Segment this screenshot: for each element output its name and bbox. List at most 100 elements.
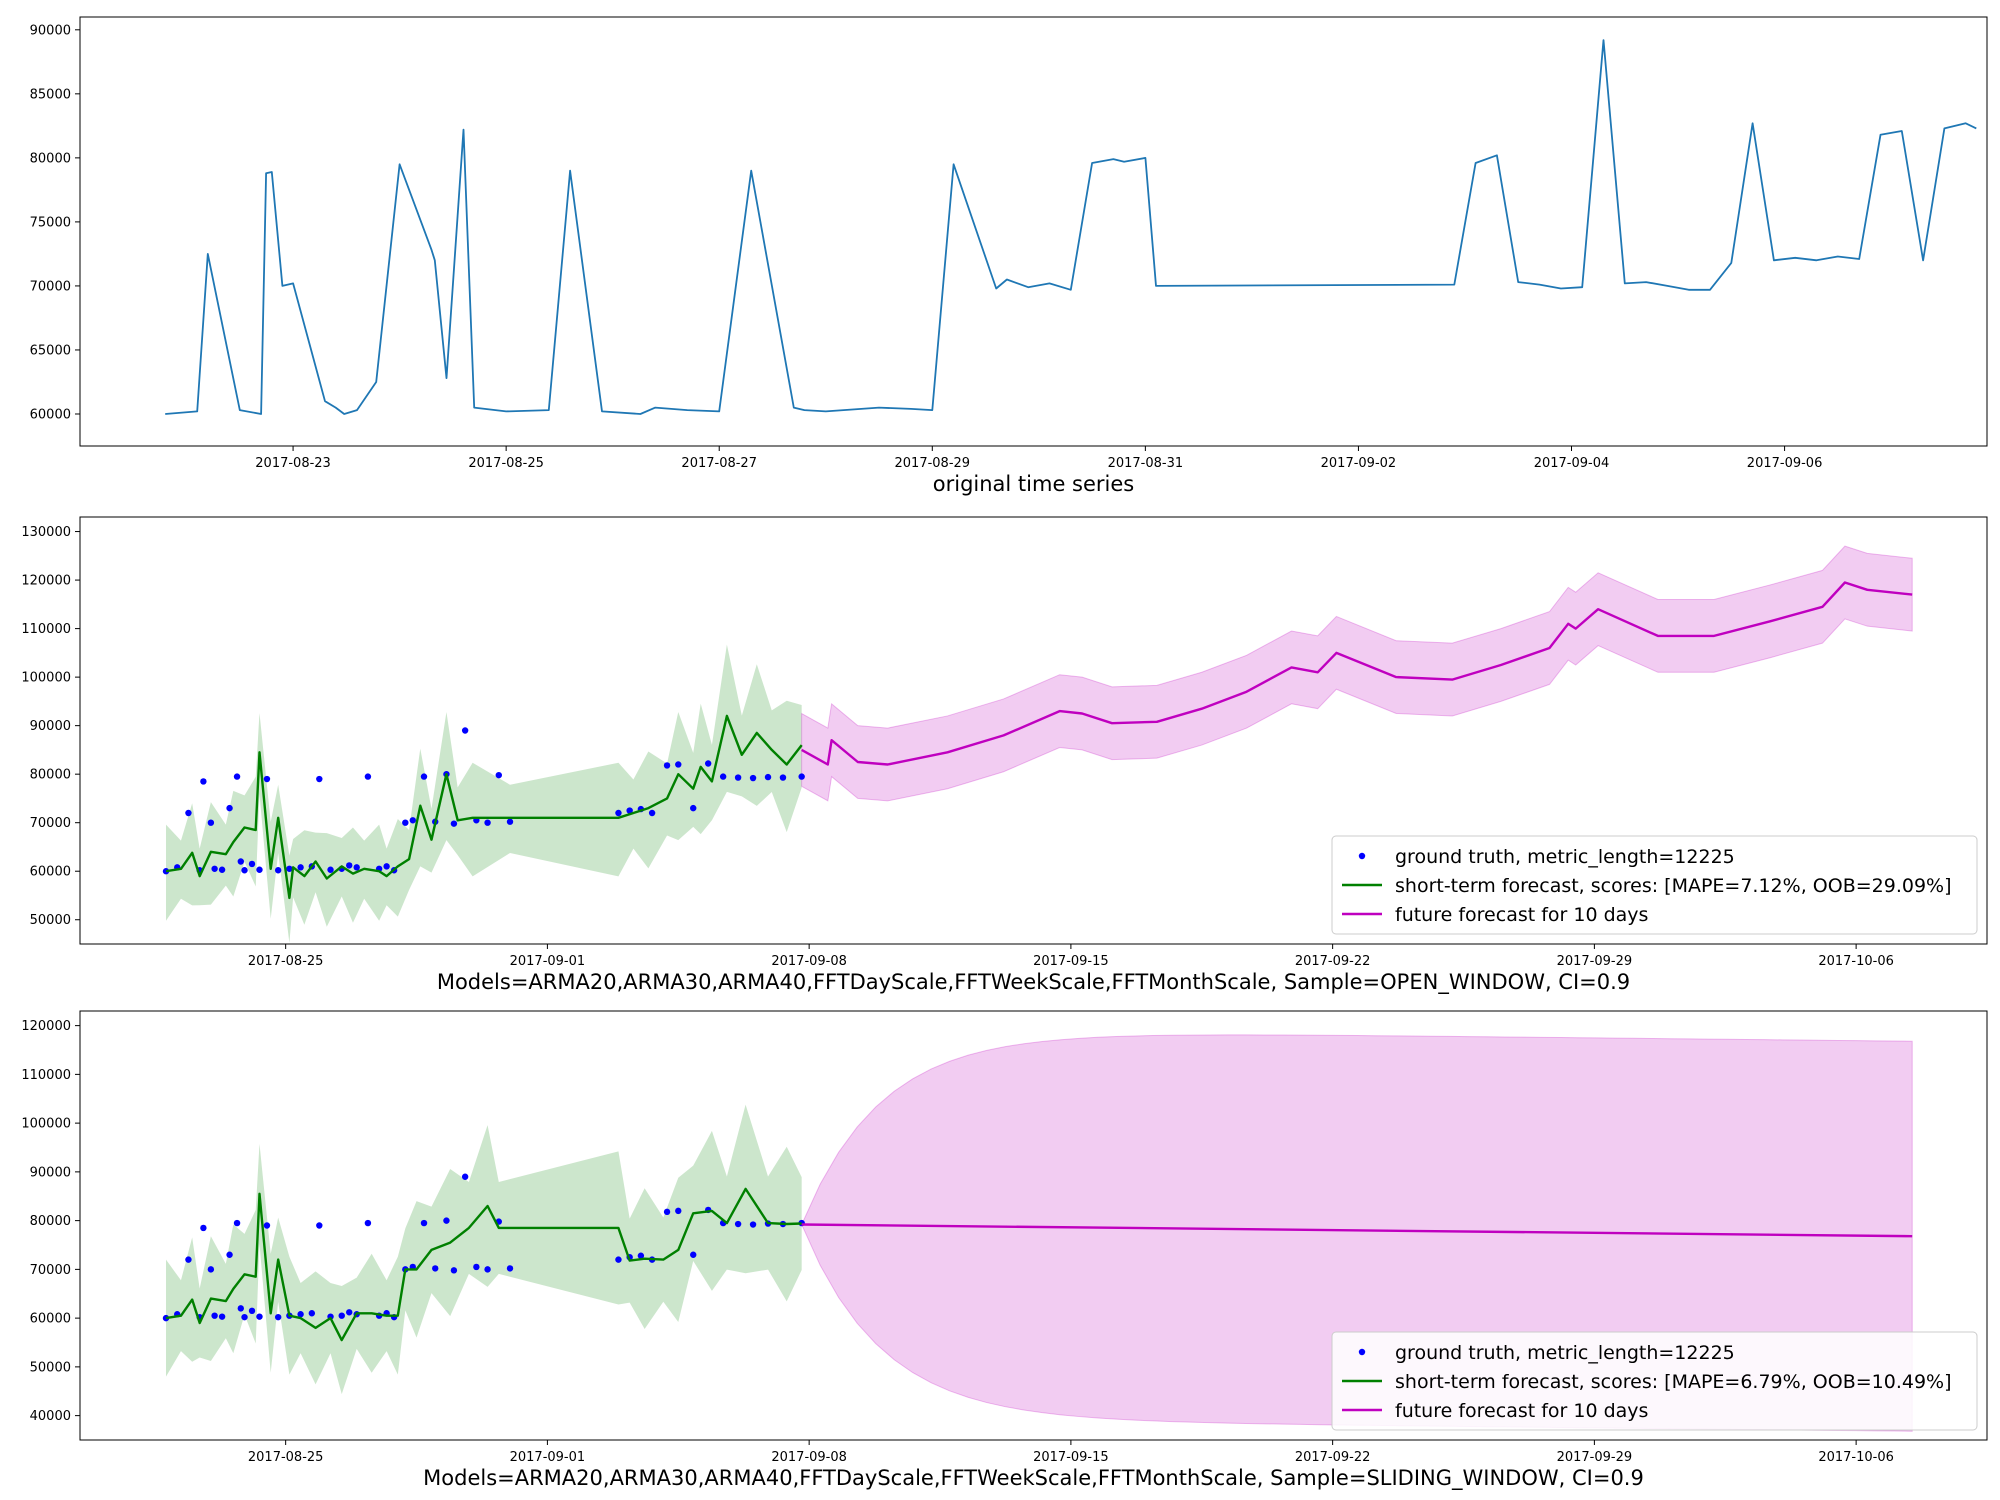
y-tick-label: 70000 [30, 279, 71, 294]
ground-truth-point [207, 819, 215, 826]
plot-area [162, 545, 1913, 943]
x-tick-label: 2017-10-06 [1818, 954, 1894, 969]
ground-truth-point [432, 1265, 439, 1272]
ground-truth-point [615, 1256, 622, 1263]
x-tick-label: 2017-09-08 [771, 1450, 847, 1465]
panel-original: 60000 65000 70000 75000 80000 85000 90000 2017-… [30, 16, 1988, 496]
ground-truth-point [218, 1313, 226, 1320]
panel-open-window: 50000 60000 70000 80000 90000 100000 110000 120… [21, 516, 1988, 995]
ground-truth-point [461, 1173, 469, 1180]
legend-entry-label: short-term forecast, scores: [MAPE=6.79%… [1395, 1371, 1952, 1393]
ground-truth-point [263, 1222, 271, 1229]
ground-truth-point [402, 819, 409, 826]
y-tick-label: 100000 [21, 671, 71, 686]
legend-entry-label: ground truth, metric_length=12225 [1395, 846, 1735, 868]
x-axis-label: original time series [933, 472, 1134, 496]
legend-marker [1358, 852, 1366, 860]
ground-truth-point [719, 773, 727, 780]
plot-area [165, 39, 1977, 415]
y-tick-label: 90000 [30, 1165, 71, 1180]
ground-truth-point [364, 773, 372, 780]
y-tick-label: 130000 [21, 525, 71, 540]
ground-truth-point [626, 807, 633, 814]
ground-truth-point [338, 1312, 345, 1319]
ground-truth-point [256, 866, 263, 873]
ground-truth-point [734, 774, 742, 781]
y-tick-label: 50000 [30, 1360, 71, 1375]
ground-truth-point [237, 1305, 244, 1312]
ground-truth-point [675, 761, 682, 768]
ground-truth-point [218, 866, 226, 873]
x-tick-label: 2017-09-29 [1557, 1450, 1633, 1465]
y-tick-label: 60000 [30, 1312, 71, 1327]
y-tick-label: 120000 [21, 574, 71, 589]
short-term-forecast-line [165, 714, 803, 900]
x-tick-label: 2017-10-06 [1818, 1450, 1894, 1465]
y-tick-label: 80000 [30, 1214, 71, 1229]
ground-truth-point [364, 1219, 372, 1227]
ground-truth-point [233, 1219, 241, 1227]
short-term-confidence-band [166, 1104, 802, 1395]
ground-truth-point [779, 774, 787, 781]
x-tick-label: 2017-09-08 [771, 954, 847, 969]
ground-truth-point [420, 773, 428, 780]
x-tick-label: 2017-09-06 [1747, 456, 1823, 471]
axes-frame [79, 516, 1988, 945]
legend-entry-label: future forecast for 10 days [1395, 904, 1648, 926]
y-tick-label: 65000 [30, 343, 71, 358]
ground-truth-point [274, 867, 282, 874]
short-term-forecast-line [165, 1187, 802, 1342]
y-tick-label: 70000 [30, 816, 71, 831]
x-tick-label: 2017-09-02 [1321, 456, 1397, 471]
ground-truth-point [211, 1312, 218, 1319]
x-tick-label: 2017-09-29 [1557, 954, 1633, 969]
ground-truth-point [297, 864, 304, 871]
short-term-confidence-band [166, 644, 802, 943]
y-tick-label: 85000 [30, 87, 71, 102]
x-tick-label: 2017-08-31 [1108, 456, 1184, 471]
axes-frame [79, 1010, 1988, 1441]
x-tick-label: 2017-09-15 [1033, 954, 1109, 969]
y-tick-label: 120000 [21, 1019, 71, 1034]
ground-truth-point [663, 762, 671, 769]
x-tick-label: 2017-08-23 [255, 456, 331, 471]
ground-truth-point [473, 1263, 480, 1271]
ground-truth-point [353, 864, 360, 871]
ground-truth-point [256, 1313, 263, 1320]
y-tick-label: 100000 [21, 1117, 71, 1132]
y-tick-label: 40000 [30, 1409, 71, 1424]
legend: ground truth, metric_length=12225 short-t… [1331, 835, 1978, 935]
ground-truth-point [704, 760, 712, 767]
ground-truth-point [443, 1217, 450, 1224]
ground-truth-point [450, 820, 458, 827]
ground-truth-point [346, 1309, 353, 1316]
ground-truth-point [663, 1208, 671, 1216]
ground-truth-point [207, 1266, 215, 1273]
legend-box [1331, 1331, 1978, 1431]
legend: ground truth, metric_length=12225 short-t… [1331, 1331, 1978, 1431]
ground-truth-point [297, 1311, 304, 1318]
ground-truth-point [420, 1219, 428, 1227]
ground-truth-point [308, 1310, 316, 1317]
x-tick-label: 2017-09-01 [510, 954, 586, 969]
ground-truth-point [450, 1267, 458, 1274]
y-tick-label: 60000 [30, 865, 71, 880]
x-tick-label: 2017-08-25 [248, 954, 324, 969]
ground-truth-point [226, 1251, 233, 1258]
x-tick-label: 2017-09-04 [1534, 456, 1610, 471]
ground-truth-point [185, 1256, 192, 1263]
ground-truth-point [484, 819, 491, 826]
legend-entry-label: short-term forecast, scores: [MAPE=7.12%… [1395, 875, 1952, 897]
ground-truth-point [226, 804, 233, 812]
ground-truth-point [327, 866, 334, 873]
ground-truth-point [749, 1221, 757, 1228]
x-tick-label: 2017-08-25 [248, 1450, 324, 1465]
x-tick-label: 2017-09-22 [1295, 1450, 1371, 1465]
y-tick-label: 110000 [21, 622, 71, 637]
x-axis-label: Models=ARMA20,ARMA30,ARMA40,FFTDayScale,… [423, 1466, 1644, 1491]
ground-truth-point [734, 1220, 742, 1228]
ground-truth-point [200, 1224, 207, 1232]
ground-truth-point [749, 774, 757, 782]
ground-truth-point [185, 809, 192, 817]
ground-truth-point [162, 868, 170, 875]
